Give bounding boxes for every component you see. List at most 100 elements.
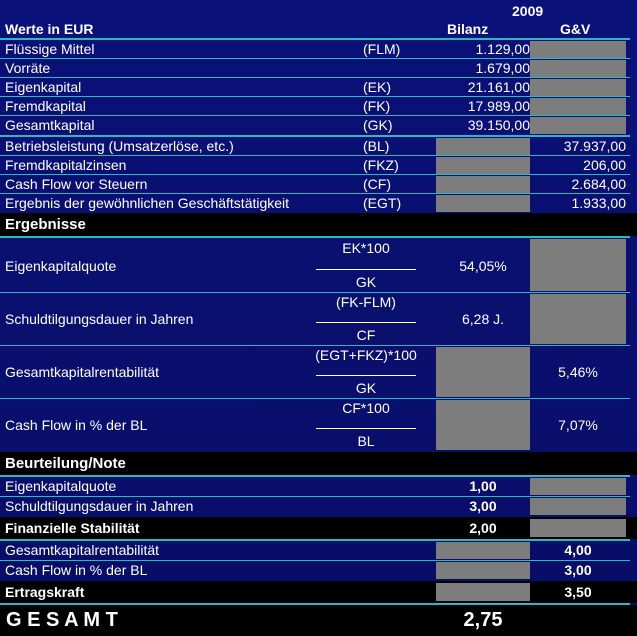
empty-cell [436, 347, 530, 397]
row-label: Gesamtkapital [5, 117, 95, 133]
guv-value: 1.933,00 [571, 195, 627, 211]
table-title: Werte in EUR [5, 21, 94, 37]
empty-cell [530, 60, 626, 77]
formula-denominator: GK [355, 380, 377, 396]
divider [0, 603, 630, 605]
section-header-bar [0, 213, 637, 236]
row-abbr: (FKZ) [363, 157, 399, 173]
empty-cell [436, 195, 530, 212]
divider [0, 560, 630, 561]
subtotal-bar [0, 517, 637, 539]
divider [0, 475, 630, 477]
result-value: 7,07% [558, 417, 598, 433]
empty-cell [530, 79, 626, 96]
divider [0, 155, 630, 156]
row-label: Cash Flow vor Steuern [5, 176, 148, 192]
bilanz-value: 1.129,00 [475, 41, 531, 57]
empty-cell [530, 117, 626, 134]
row-label: Flüssige Mittel [5, 41, 95, 57]
row-abbr: (FLM) [363, 41, 401, 57]
divider [0, 193, 630, 194]
divider [0, 77, 630, 78]
bilanz-value: 21.161,00 [467, 79, 530, 95]
divider [0, 398, 630, 399]
result-value: 54,05% [459, 258, 507, 274]
formula-numerator: EK*100 [342, 240, 390, 256]
result-value: 5,46% [558, 364, 598, 380]
grade-value: 1,00 [469, 478, 497, 494]
grade-value: 3,00 [564, 562, 592, 578]
subtotal-value: 3,50 [564, 584, 592, 600]
row-label: Betriebsleistung (Umsatzerlöse, etc.) [5, 138, 234, 154]
empty-cell [530, 41, 626, 58]
grade-value: 4,00 [564, 542, 592, 558]
formula-denominator: BL [357, 433, 375, 449]
empty-cell [436, 176, 530, 193]
row-abbr: (EK) [363, 79, 391, 95]
divider [0, 292, 630, 293]
section-header-bar [0, 452, 637, 475]
row-label: Vorräte [5, 60, 51, 76]
guv-value: 206,00 [583, 157, 626, 173]
subtotal-value: 2,00 [469, 520, 497, 536]
total-bar [0, 605, 637, 636]
fraction-line [316, 322, 416, 323]
grade-label: Cash Flow in % der BL [5, 562, 148, 578]
column-header-guv: G&V [560, 21, 591, 37]
empty-cell [436, 138, 530, 155]
row-abbr: (CF) [363, 176, 391, 192]
result-label: Eigenkapitalquote [5, 258, 117, 274]
section-heading-ergebnisse: Ergebnisse [5, 216, 86, 233]
grade-label: Schuldtilgungsdauer in Jahren [5, 498, 194, 514]
result-label: Gesamtkapitalrentabilität [5, 364, 160, 380]
formula-denominator: GK [355, 274, 377, 290]
row-label: Fremdkapitalzinsen [5, 157, 127, 173]
divider [0, 58, 630, 59]
grade-label: Eigenkapitalquote [5, 478, 117, 494]
divider [0, 135, 630, 137]
row-abbr: (BL) [363, 138, 390, 154]
empty-cell [530, 294, 626, 344]
row-label: Fremdkapital [5, 98, 86, 114]
divider [0, 38, 630, 40]
empty-cell [530, 98, 626, 115]
result-label: Schuldtilgungsdauer in Jahren [5, 311, 194, 327]
row-label: Ergebnis der gewöhnlichen Geschäftstätig… [5, 195, 290, 211]
fraction-line [316, 269, 416, 270]
divider [0, 345, 630, 346]
total-value: 2,75 [463, 609, 503, 631]
result-value: 6,28 J. [461, 311, 505, 327]
empty-cell [436, 542, 530, 559]
fraction-line [316, 428, 416, 429]
row-label: Eigenkapital [5, 79, 82, 95]
empty-cell [436, 583, 530, 601]
row-abbr: (GK) [363, 117, 393, 133]
bilanz-value: 17.989,00 [467, 98, 530, 114]
column-header-bilanz: Bilanz [447, 21, 489, 37]
divider [0, 496, 630, 497]
guv-value: 37.937,00 [563, 138, 626, 154]
divider [0, 539, 630, 541]
divider [0, 115, 630, 116]
row-abbr: (FK) [363, 98, 391, 114]
grade-value: 3,00 [469, 498, 497, 514]
empty-cell [530, 239, 626, 291]
bilanz-value: 1.679,00 [475, 60, 531, 76]
empty-cell [530, 498, 626, 515]
fraction-line [316, 375, 416, 376]
formula-numerator: CF*100 [342, 400, 390, 416]
grade-label: Gesamtkapitalrentabilität [5, 542, 160, 558]
formula-numerator: (FK-FLM) [336, 294, 396, 310]
empty-cell [436, 562, 530, 579]
row-abbr: (EGT) [363, 195, 402, 211]
empty-cell [436, 400, 530, 450]
empty-cell [436, 157, 530, 174]
bilanz-value: 39.150,00 [467, 117, 530, 133]
section-heading-beurteilung: Beurteilung/Note [5, 455, 126, 472]
divider [0, 96, 630, 97]
result-label: Cash Flow in % der BL [5, 417, 148, 433]
subtotal-label: Ertragskraft [5, 584, 85, 600]
divider [0, 236, 630, 238]
year-label: 2009 [512, 3, 544, 19]
